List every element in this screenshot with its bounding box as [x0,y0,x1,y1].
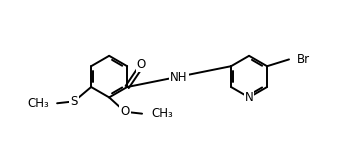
Text: S: S [71,95,78,108]
Text: Br: Br [297,53,311,66]
Text: CH₃: CH₃ [27,97,49,110]
Text: O: O [121,105,130,118]
Text: CH₃: CH₃ [152,107,173,120]
Text: N: N [245,91,253,104]
Text: NH: NH [171,71,188,84]
Text: O: O [136,58,146,71]
